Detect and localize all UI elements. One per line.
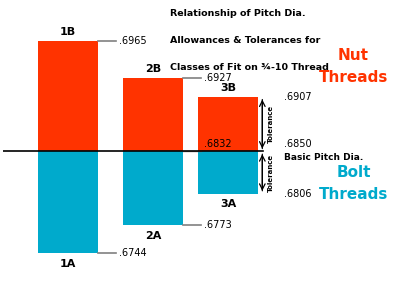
Text: 3B: 3B [220,83,236,93]
Text: Tolerance: Tolerance [268,105,274,143]
Text: .6806: .6806 [284,189,312,198]
Text: .6832: .6832 [204,139,232,148]
Text: .6927: .6927 [204,73,232,83]
Text: Threads: Threads [319,187,388,202]
Text: Relationship of Pitch Dia.: Relationship of Pitch Dia. [170,10,306,18]
Text: Basic Pitch Dia.: Basic Pitch Dia. [284,153,364,162]
Bar [123,77,183,151]
Bar [123,151,183,225]
Bar [198,97,258,151]
Text: Threads: Threads [319,70,388,85]
Text: .6850: .6850 [284,139,312,150]
Text: 2B: 2B [145,64,161,74]
Bar [38,41,98,151]
Text: 1B: 1B [60,27,76,37]
Text: .6773: .6773 [204,220,232,230]
Bar [38,151,98,253]
Bar [198,151,258,194]
Text: Nut: Nut [338,48,369,63]
Text: 3A: 3A [220,199,236,209]
Text: Classes of Fit on ¾-10 Thread: Classes of Fit on ¾-10 Thread [170,63,329,72]
Text: Allowances & Tolerances for: Allowances & Tolerances for [170,36,320,45]
Text: .6965: .6965 [119,36,146,46]
Text: Bolt: Bolt [336,165,371,180]
Text: 1A: 1A [60,259,76,269]
Text: .6744: .6744 [119,248,146,258]
Text: .6907: .6907 [284,92,312,102]
Text: 2A: 2A [145,231,161,241]
Text: Tolerance: Tolerance [268,153,274,192]
